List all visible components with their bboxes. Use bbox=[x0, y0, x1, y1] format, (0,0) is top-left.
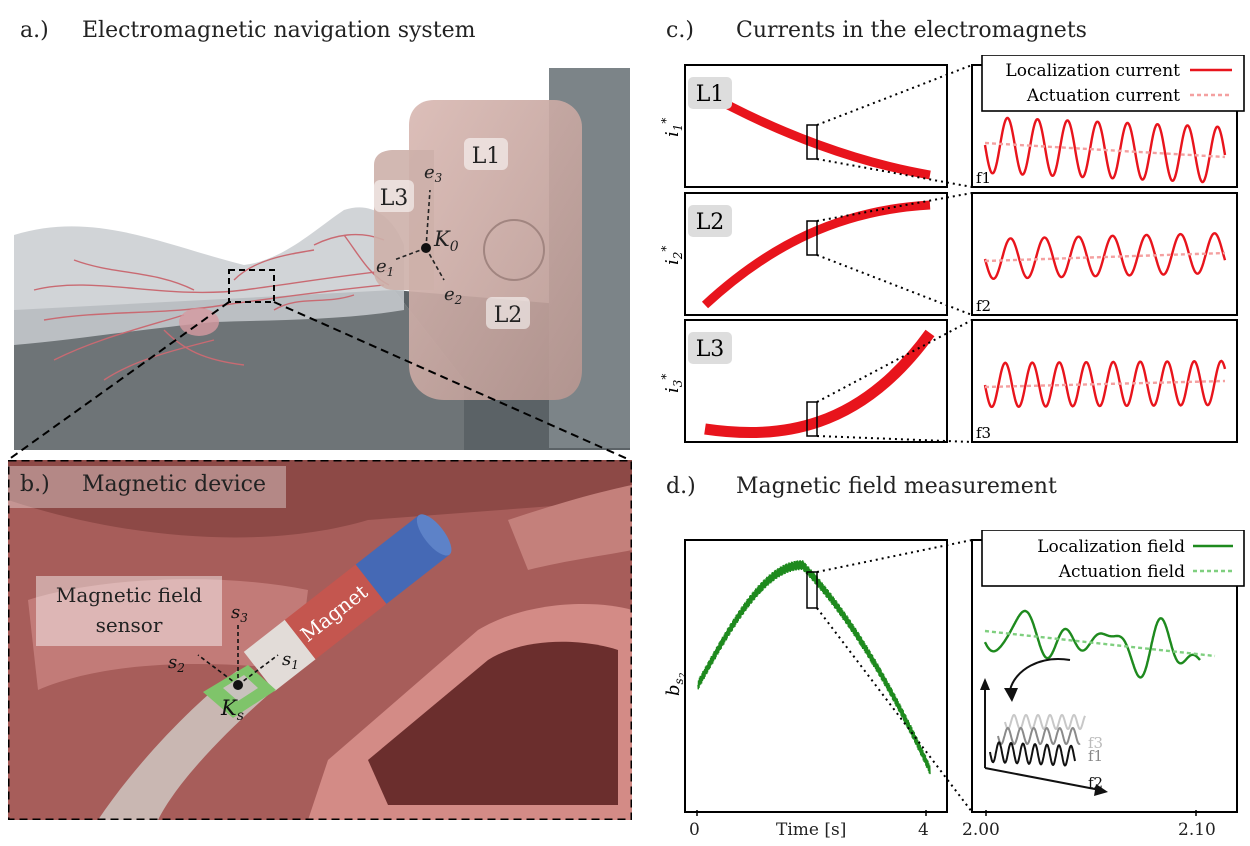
zoom-connectors-d bbox=[816, 539, 973, 813]
axis-s3-label: s3 bbox=[231, 602, 248, 625]
zoom-box bbox=[228, 269, 275, 303]
panel-a-title: a.) Electromagnetic navigation system bbox=[20, 18, 475, 43]
actuation-field-trace bbox=[984, 629, 1216, 658]
panel-a-title-text: Electromagnetic navigation system bbox=[82, 18, 476, 43]
legend-localization-current: Localization current bbox=[1005, 61, 1180, 81]
inset-freq-f2: f2 bbox=[1088, 774, 1103, 792]
coil-3-zoom-plot bbox=[971, 319, 1238, 443]
tick-right-start: 2.00 bbox=[962, 820, 1000, 840]
coil-1-freq: f1 bbox=[976, 169, 991, 187]
field-overview-trace bbox=[697, 560, 931, 775]
panel-a-label: a.) bbox=[20, 18, 49, 43]
x-axis-label: Time [s] bbox=[776, 820, 847, 840]
coil-1-tag: L1 bbox=[696, 82, 725, 107]
coil-3-freq: f3 bbox=[976, 424, 991, 442]
coil-label-l1: L1 bbox=[472, 144, 501, 169]
panel-c-title-text: Currents in the electromagnets bbox=[736, 18, 1087, 43]
inset-freq-f1: f1 bbox=[1088, 747, 1103, 765]
panel-c-title: c.) Currents in the electromagnets bbox=[666, 18, 1087, 43]
panel-d-chart: f3 f1 f2 bs2 Localization field Actuatio… bbox=[663, 530, 1245, 813]
localization-field-trace bbox=[983, 609, 1201, 679]
frame-k0-label: K0 bbox=[433, 227, 459, 255]
panel-a-illustration: L1 L2 L3 K0 e1 e2 e3 bbox=[14, 60, 630, 450]
coil-2-current-trend bbox=[701, 200, 931, 309]
coil-2-tag: L2 bbox=[696, 210, 725, 235]
panel-d-title-text: Magnetic field measurement bbox=[736, 474, 1057, 499]
field-ylabel: bs2 bbox=[663, 672, 689, 696]
coil-2-ylabel: i2* bbox=[660, 246, 685, 265]
legend-localization-field: Localization field bbox=[1037, 537, 1185, 557]
sensor-label-line2: sensor bbox=[95, 613, 163, 637]
coil-3-localization-current bbox=[983, 359, 1227, 409]
coil-label-l3: L3 bbox=[380, 186, 409, 211]
panel-d-title: d.) Magnetic field measurement bbox=[666, 474, 1057, 499]
tick-right-end: 2.10 bbox=[1178, 820, 1216, 840]
coil-label-l2: L2 bbox=[494, 303, 523, 328]
panel-c-chart: L1 L2 L3 i1* i2* i3* f1 f2 f3 Localizati… bbox=[660, 55, 1245, 443]
zoom-connectors bbox=[7, 301, 631, 461]
zoom-connectors-c bbox=[816, 64, 973, 443]
panel-b-title: b.) Magnetic device bbox=[20, 472, 266, 497]
frame-k0-origin bbox=[421, 243, 431, 253]
frame-ks-label: Ks bbox=[220, 696, 244, 724]
sensor-label: Magnetic field sensor bbox=[36, 580, 222, 640]
coil-3-actuation-current bbox=[984, 379, 1226, 389]
frame-ks-origin bbox=[233, 680, 243, 690]
sensor-label-line1: Magnetic field bbox=[55, 583, 203, 607]
coil-1-actuation-current bbox=[984, 141, 1226, 159]
magnetic-device: Magnet bbox=[243, 514, 452, 692]
vessel-network bbox=[33, 233, 395, 381]
coil-2-localization-current bbox=[983, 232, 1227, 281]
panel-c-label: c.) bbox=[666, 18, 694, 43]
coil-3-tag: L3 bbox=[696, 337, 725, 362]
axis-e3-label: e3 bbox=[424, 162, 443, 185]
tick-left-4: 4 bbox=[918, 820, 929, 840]
panel-b-label: b.) bbox=[20, 472, 50, 497]
panel-c-legend bbox=[981, 55, 1245, 112]
legend-actuation-field: Actuation field bbox=[1058, 562, 1185, 582]
frequency-inset: f3 f1 f2 bbox=[980, 678, 1108, 796]
tick-left-0: 0 bbox=[689, 820, 700, 840]
coil-2-freq: f2 bbox=[976, 297, 991, 315]
axis-s2-label: s2 bbox=[168, 652, 185, 675]
frame-k0-axes bbox=[393, 189, 445, 281]
axis-e1-label: e1 bbox=[376, 256, 394, 279]
coil-2-actuation-current bbox=[984, 251, 1226, 263]
tick-marks bbox=[696, 810, 1197, 816]
coil-assembly bbox=[409, 100, 582, 400]
coil-3-current-trend bbox=[704, 329, 935, 438]
coil-1-ylabel: i1* bbox=[660, 118, 685, 137]
patient-body bbox=[14, 207, 404, 345]
frame-ks-axes bbox=[197, 625, 279, 686]
coil-3-ylabel: i3* bbox=[660, 374, 685, 393]
inset-freq-f3: f3 bbox=[1088, 734, 1103, 752]
panel-b-title-text: Magnetic device bbox=[82, 472, 267, 497]
panel-d-label: d.) bbox=[666, 474, 696, 499]
panel-d-legend bbox=[981, 530, 1245, 587]
panel-b-illustration: Magnet Ks s1 s2 s3 bbox=[8, 460, 632, 820]
field-overview-plot bbox=[684, 539, 948, 813]
axis-e2-label: e2 bbox=[444, 284, 462, 307]
legend-actuation-current: Actuation current bbox=[1026, 86, 1180, 106]
axis-s1-label: s1 bbox=[282, 649, 299, 672]
